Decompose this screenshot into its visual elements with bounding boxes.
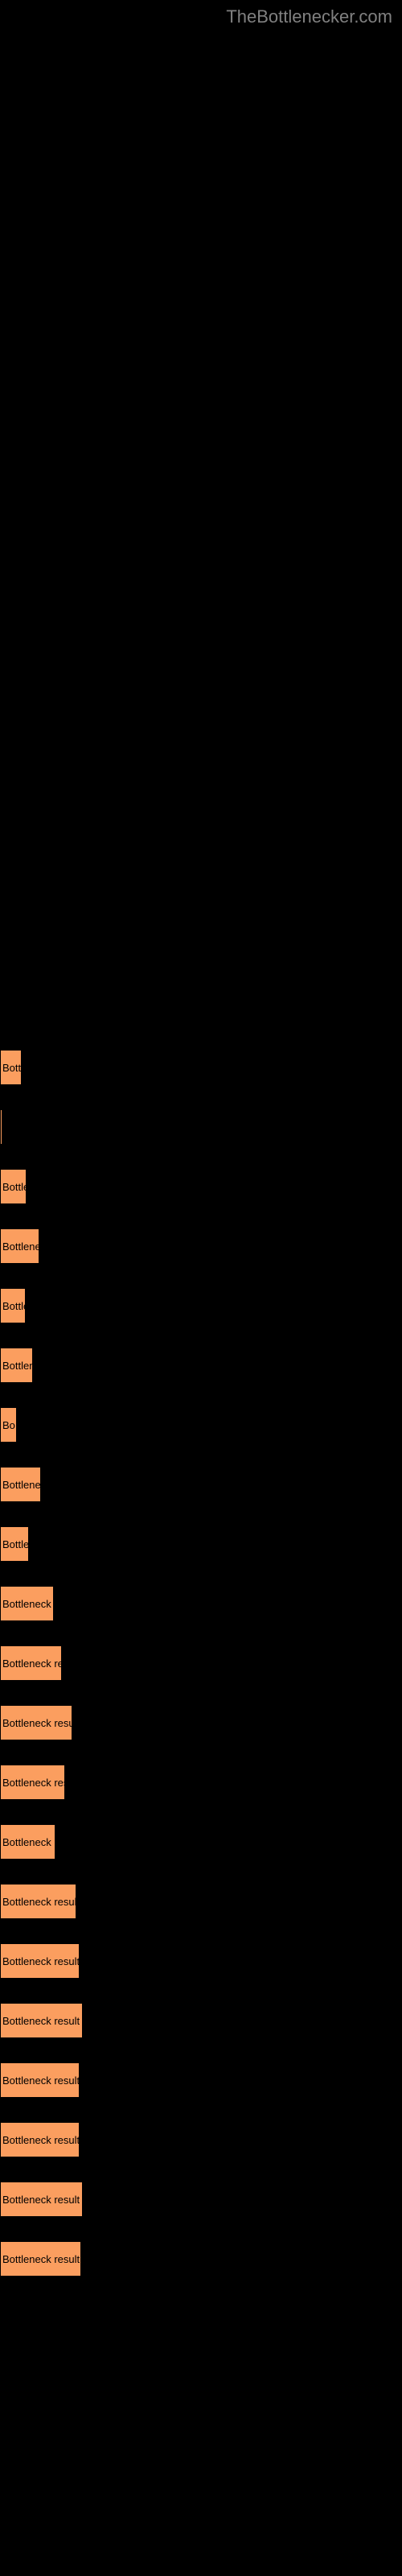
bar-label: Bottleneck re [1, 1836, 55, 1848]
bar: Bott [0, 1050, 22, 1085]
bar-row: Bottleneck result [0, 1884, 402, 1919]
bar-row: Bottle [0, 1288, 402, 1323]
bar: Bottlenec [0, 1467, 41, 1502]
bar-label: Bottleneck result [1, 1955, 80, 1967]
bar-label: Bottleneck resu [1, 1777, 65, 1789]
bar: Bottleneck re [0, 1586, 54, 1621]
bar-label: Bottleneck result [1, 2134, 80, 2146]
bar-row: Bott [0, 1050, 402, 1085]
bar: Bottleneck result [0, 2182, 83, 2217]
bar-row: Bottleneck re [0, 1824, 402, 1860]
bar-row: Bottle [0, 1169, 402, 1204]
bar-label: Bottleneck result [1, 2074, 80, 2087]
bar: Bottleneck resu [0, 1765, 65, 1800]
bar: Bottle [0, 1288, 26, 1323]
bar: Bottleneck result [0, 1943, 80, 1979]
bar-label: Bottleneck result [1, 1896, 76, 1908]
bar-row: Bottleneck result [0, 1943, 402, 1979]
bar-row: Bottleneck resu [0, 1765, 402, 1800]
bar-row: Bottleneck result [0, 2122, 402, 2157]
bar-label: Bottlen [1, 1360, 33, 1372]
bar-label: Bottlenec [1, 1241, 39, 1253]
bar-chart: Bott | Bottle Bottlenec Bottle Bottlen Bo Bottl… [0, 1050, 402, 2277]
bar-row: Bottlenec [0, 1467, 402, 1502]
bar: Bottle [0, 1169, 27, 1204]
bar-row: | [0, 1109, 402, 1145]
bar-row: Bottlen [0, 1348, 402, 1383]
bar: Bottleneck rest [0, 1645, 62, 1681]
bar-label: Bottleneck result f [1, 2015, 83, 2027]
bar: Bottleneck result [0, 2241, 81, 2277]
bar-row: Bottlenec [0, 1228, 402, 1264]
bar-row: Bottleneck result [0, 2062, 402, 2098]
bar: Bottleneck result [0, 2122, 80, 2157]
bar-label: Bottleneck result [1, 1717, 72, 1729]
bar-label: Bottle [1, 1181, 27, 1193]
bar-label: Bottlenec [1, 1479, 41, 1491]
bar: Bo [0, 1407, 17, 1443]
top-spacer [0, 27, 402, 1050]
bar: Bottleneck result [0, 1884, 76, 1919]
bar-row: Bottleneck rest [0, 1645, 402, 1681]
bar-label: Bottleneck result [1, 2253, 80, 2265]
bar-label: Bott [1, 1062, 21, 1074]
bar: Bottleneck result f [0, 2003, 83, 2038]
bar-label: Bottle [1, 1300, 26, 1312]
bar: | [0, 1109, 2, 1145]
bar: Bottle [0, 1526, 29, 1562]
bar-row: Bottleneck result [0, 1705, 402, 1740]
bar-row: Bottleneck result [0, 2182, 402, 2217]
bar: Bottlenec [0, 1228, 39, 1264]
bar-label: Bottleneck result [1, 2194, 80, 2206]
bar-row: Bottleneck result [0, 2241, 402, 2277]
bar-row: Bottleneck result f [0, 2003, 402, 2038]
bar-row: Bottleneck re [0, 1586, 402, 1621]
bar: Bottleneck result [0, 2062, 80, 2098]
bar-label: | [1, 1121, 2, 1133]
bar-row: Bo [0, 1407, 402, 1443]
bar-label: Bottle [1, 1538, 29, 1550]
bar: Bottleneck re [0, 1824, 55, 1860]
bar-label: Bottleneck rest [1, 1657, 62, 1670]
watermark: TheBottlenecker.com [0, 0, 402, 27]
bar-label: Bottleneck re [1, 1598, 54, 1610]
bar-row: Bottle [0, 1526, 402, 1562]
bar-label: Bo [1, 1419, 15, 1431]
bar: Bottleneck result [0, 1705, 72, 1740]
bar: Bottlen [0, 1348, 33, 1383]
